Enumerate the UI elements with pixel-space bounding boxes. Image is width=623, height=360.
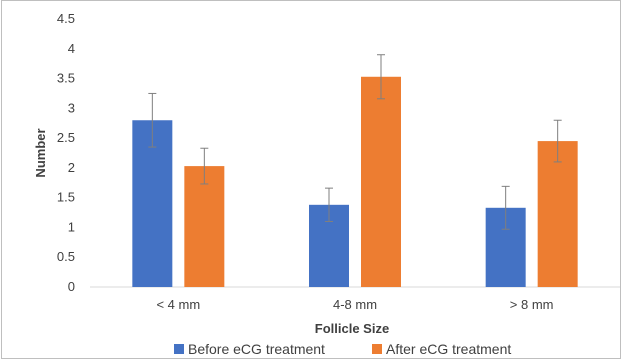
- x-tick-label: < 4 mm: [156, 297, 200, 312]
- bar: [537, 141, 578, 287]
- y-tick-label: 3: [68, 100, 75, 115]
- bar: [361, 76, 401, 287]
- y-tick-label: 2: [68, 160, 75, 175]
- y-tick-label: 1.5: [57, 190, 75, 205]
- x-tick-label: > 8 mm: [510, 297, 554, 312]
- bar: [184, 166, 225, 287]
- y-tick-label: 0.5: [57, 249, 75, 264]
- y-tick-label: 4: [68, 41, 75, 56]
- y-tick-label: 1: [68, 219, 75, 234]
- y-tick-label: 2.5: [57, 130, 75, 145]
- y-tick-label: 0: [68, 279, 75, 294]
- y-tick-label: 4.5: [57, 11, 75, 26]
- legend-label: Before eCG treatment: [188, 341, 325, 357]
- legend-swatch: [174, 344, 184, 354]
- bar: [132, 120, 173, 287]
- legend-label: After eCG treatment: [386, 341, 511, 357]
- y-axis-title: Number: [33, 128, 48, 177]
- x-axis-title: Follicle Size: [315, 321, 389, 336]
- y-tick-label: 3.5: [57, 71, 75, 86]
- x-tick-label: 4-8 mm: [333, 297, 377, 312]
- legend-swatch: [372, 344, 382, 354]
